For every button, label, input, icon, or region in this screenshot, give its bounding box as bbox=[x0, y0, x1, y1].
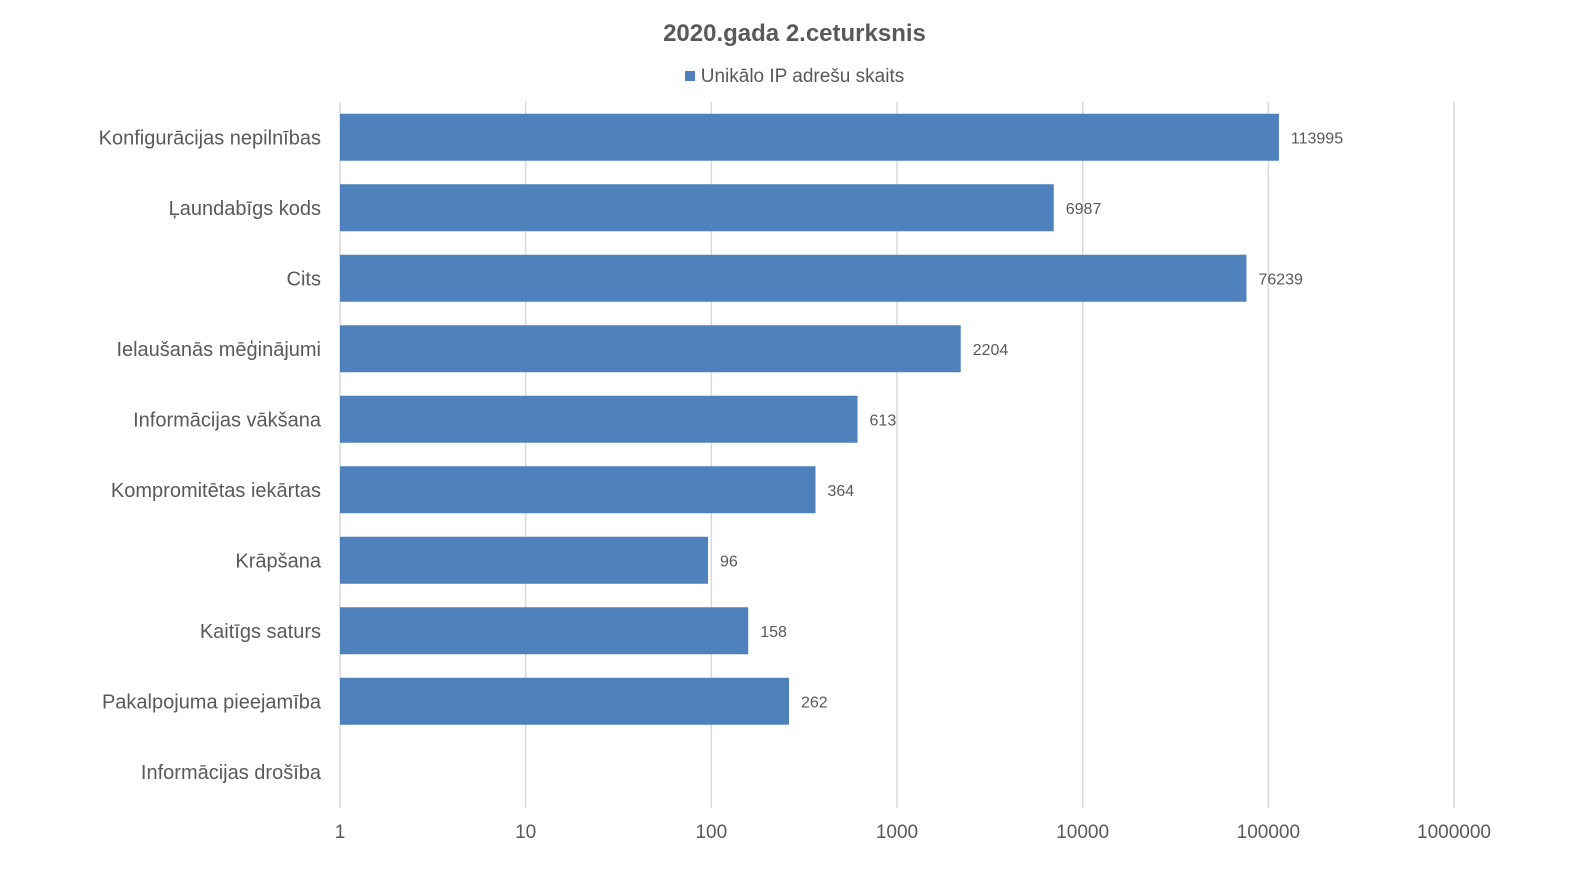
bar bbox=[340, 184, 1054, 232]
category-label: Pakalpojuma pieejamība bbox=[102, 691, 322, 713]
data-label: 96 bbox=[720, 553, 738, 570]
chart-title: 2020.gada 2.ceturksnis bbox=[663, 20, 926, 47]
data-label: 6987 bbox=[1066, 201, 1102, 218]
legend-swatch bbox=[684, 71, 695, 81]
x-tick-labels: 1 10 100 1000 10000 100000 1000000 bbox=[335, 822, 1491, 843]
x-tick-label: 1000 bbox=[876, 822, 918, 843]
data-label: 76239 bbox=[1258, 271, 1303, 288]
category-label: Ļaundabīgs kods bbox=[169, 198, 321, 220]
bar bbox=[340, 607, 749, 655]
bar bbox=[340, 395, 858, 443]
bar bbox=[340, 677, 789, 725]
x-tick-label: 1 bbox=[335, 822, 346, 843]
bar bbox=[340, 325, 961, 373]
category-label: Konfigurācijas nepilnības bbox=[99, 127, 321, 149]
category-label: Kompromitētas iekārtas bbox=[111, 480, 321, 502]
category-label: Krāpšana bbox=[235, 550, 321, 572]
bar bbox=[340, 254, 1247, 302]
data-label: 364 bbox=[828, 483, 855, 500]
data-label: 262 bbox=[801, 694, 828, 711]
x-tick-label: 1000000 bbox=[1417, 822, 1491, 843]
legend-label: Unikālo IP adrešu skaits bbox=[700, 66, 905, 87]
data-label: 158 bbox=[760, 624, 787, 641]
category-label: Informācijas drošība bbox=[141, 762, 322, 784]
bars bbox=[340, 113, 1279, 725]
category-label: Ielaušanās mēģinājumi bbox=[116, 339, 321, 361]
category-label: Informācijas vākšana bbox=[133, 409, 322, 431]
data-label: 113995 bbox=[1291, 130, 1343, 147]
bar bbox=[340, 466, 816, 514]
bar bbox=[340, 536, 709, 584]
x-tick-label: 100000 bbox=[1237, 822, 1300, 843]
data-labels: 113995 6987 76239 2204 613 364 96 158 262 bbox=[720, 130, 1343, 711]
data-label: 2204 bbox=[973, 342, 1009, 359]
bar bbox=[340, 113, 1279, 161]
data-label: 613 bbox=[870, 412, 897, 429]
category-label: Kaitīgs saturs bbox=[200, 621, 321, 643]
x-tick-label: 100 bbox=[695, 822, 727, 843]
category-label: Cits bbox=[287, 268, 321, 290]
x-tick-label: 10 bbox=[515, 822, 536, 843]
legend: Unikālo IP adrešu skaits bbox=[0, 66, 1589, 88]
x-tick-label: 10000 bbox=[1056, 822, 1109, 843]
category-labels: Konfigurācijas nepilnības Ļaundabīgs kods… bbox=[99, 127, 322, 784]
